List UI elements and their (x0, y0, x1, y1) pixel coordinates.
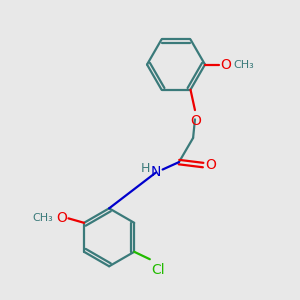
Text: N: N (151, 166, 161, 179)
Text: O: O (206, 158, 217, 172)
Text: CH₃: CH₃ (32, 213, 53, 224)
Text: CH₃: CH₃ (233, 59, 254, 70)
Text: O: O (56, 212, 67, 225)
Text: O: O (190, 114, 201, 128)
Text: O: O (220, 58, 231, 71)
Text: H: H (141, 162, 150, 175)
Text: Cl: Cl (152, 263, 165, 277)
